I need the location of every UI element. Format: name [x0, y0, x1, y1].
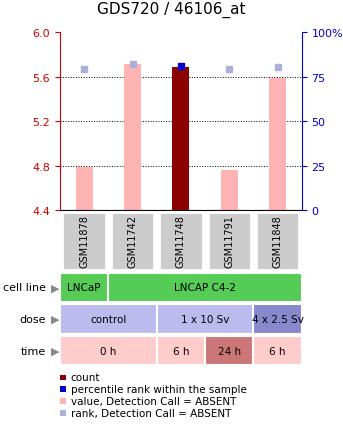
- Text: LNCAP C4-2: LNCAP C4-2: [174, 283, 236, 293]
- FancyBboxPatch shape: [157, 336, 205, 365]
- FancyBboxPatch shape: [60, 305, 157, 334]
- FancyBboxPatch shape: [159, 212, 203, 270]
- Text: GSM11742: GSM11742: [128, 215, 138, 268]
- Text: 6 h: 6 h: [173, 346, 189, 356]
- Bar: [221, 171, 238, 211]
- Text: time: time: [21, 346, 46, 356]
- Bar: [173, 67, 189, 211]
- FancyBboxPatch shape: [256, 212, 299, 270]
- Text: 24 h: 24 h: [218, 346, 241, 356]
- Bar: [269, 79, 286, 211]
- FancyBboxPatch shape: [253, 305, 302, 334]
- Text: value, Detection Call = ABSENT: value, Detection Call = ABSENT: [71, 396, 236, 406]
- Text: LNCaP: LNCaP: [68, 283, 101, 293]
- Text: cell line: cell line: [3, 283, 46, 293]
- Text: GSM11748: GSM11748: [176, 215, 186, 268]
- FancyBboxPatch shape: [108, 273, 302, 302]
- FancyBboxPatch shape: [205, 336, 253, 365]
- Text: dose: dose: [20, 314, 46, 324]
- Text: GDS720 / 46106_at: GDS720 / 46106_at: [97, 2, 246, 18]
- Text: GSM11791: GSM11791: [224, 215, 234, 268]
- FancyBboxPatch shape: [60, 273, 108, 302]
- FancyBboxPatch shape: [208, 212, 251, 270]
- FancyBboxPatch shape: [62, 212, 106, 270]
- Text: 4 x 2.5 Sv: 4 x 2.5 Sv: [252, 314, 304, 324]
- FancyBboxPatch shape: [253, 336, 302, 365]
- Text: GSM11878: GSM11878: [79, 215, 89, 268]
- Text: rank, Detection Call = ABSENT: rank, Detection Call = ABSENT: [71, 408, 231, 418]
- Bar: [76, 168, 93, 211]
- Text: GSM11848: GSM11848: [273, 215, 283, 268]
- Text: ▶: ▶: [51, 283, 59, 293]
- FancyBboxPatch shape: [157, 305, 253, 334]
- Text: ▶: ▶: [51, 346, 59, 356]
- FancyBboxPatch shape: [60, 336, 157, 365]
- Text: count: count: [71, 373, 100, 382]
- Text: control: control: [90, 314, 127, 324]
- Text: 0 h: 0 h: [100, 346, 117, 356]
- Text: percentile rank within the sample: percentile rank within the sample: [71, 385, 247, 394]
- FancyBboxPatch shape: [111, 212, 154, 270]
- Text: ▶: ▶: [51, 314, 59, 324]
- Bar: [124, 65, 141, 211]
- Text: 1 x 10 Sv: 1 x 10 Sv: [181, 314, 229, 324]
- Text: 6 h: 6 h: [269, 346, 286, 356]
